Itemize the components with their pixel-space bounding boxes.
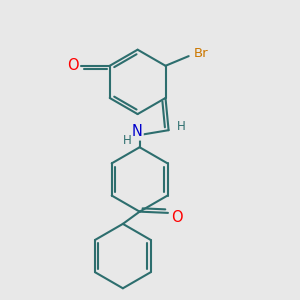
Text: H: H: [123, 134, 132, 147]
Text: N: N: [132, 124, 142, 140]
Text: Br: Br: [194, 46, 208, 59]
Text: O: O: [67, 58, 79, 73]
Text: O: O: [171, 210, 182, 225]
Text: H: H: [177, 120, 185, 133]
